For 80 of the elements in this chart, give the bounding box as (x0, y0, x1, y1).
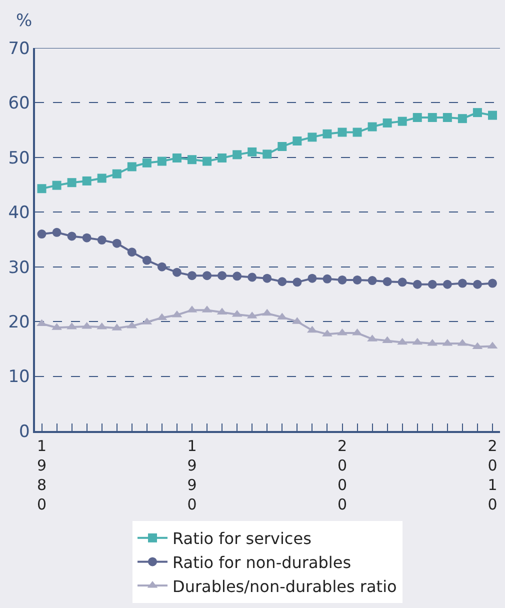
point (248, 147, 257, 156)
point (97, 174, 106, 183)
point (202, 156, 212, 166)
x-tick-label: 2 0 1 0 (488, 436, 498, 514)
point (398, 116, 407, 126)
point (262, 274, 272, 283)
y-tick-label: 70 (8, 38, 30, 59)
point (458, 114, 467, 124)
point (488, 278, 497, 288)
x-tick-label: 1 9 8 0 (36, 436, 47, 514)
point (352, 275, 362, 284)
point (398, 278, 407, 287)
legend-label: Durables/non-durables ratio (172, 576, 397, 596)
point (308, 274, 317, 283)
point (278, 277, 287, 286)
point (472, 280, 482, 289)
point (52, 180, 62, 190)
point (97, 236, 106, 245)
point (442, 112, 452, 122)
point (37, 184, 46, 194)
point (322, 274, 332, 284)
point (428, 112, 437, 122)
point (202, 271, 212, 280)
point (322, 129, 332, 138)
point (412, 280, 422, 289)
legend-label: Ratio for services (172, 529, 312, 548)
point (278, 142, 287, 151)
y-tick-label: 0 (19, 422, 30, 442)
y-tick-label: 60 (8, 94, 30, 114)
point (67, 178, 76, 188)
point (157, 156, 166, 166)
point (37, 230, 46, 239)
point (188, 155, 196, 164)
point (382, 118, 392, 128)
point (368, 276, 377, 286)
point (218, 271, 227, 280)
point (36, 319, 47, 326)
point (188, 271, 196, 280)
point (307, 326, 318, 333)
point (262, 150, 272, 159)
y-tick-label: 40 (8, 203, 30, 224)
y-tick-label: 30 (8, 258, 30, 278)
x-tick-label: 2 0 0 0 (337, 436, 348, 514)
point (127, 248, 136, 257)
point (67, 232, 76, 241)
point (82, 176, 92, 186)
y-axis-title: % (16, 11, 32, 31)
x-tick-label: 1 9 9 0 (187, 436, 197, 514)
point (308, 132, 317, 142)
point (82, 233, 92, 242)
point (292, 136, 302, 146)
point (232, 272, 242, 281)
point (142, 256, 152, 265)
legend-label: Ratio for non-durables (172, 552, 352, 572)
point (232, 150, 242, 160)
point (338, 128, 347, 137)
point (248, 272, 257, 282)
point (157, 262, 166, 272)
point (172, 153, 182, 162)
point (112, 169, 122, 178)
point (352, 128, 362, 137)
point (292, 278, 302, 287)
point (52, 228, 62, 237)
point (458, 278, 467, 288)
point (112, 238, 122, 248)
point (412, 112, 422, 122)
point (127, 162, 136, 172)
y-tick-label: 20 (8, 312, 30, 333)
point (442, 280, 452, 289)
point (368, 122, 377, 132)
point (382, 277, 392, 286)
point (142, 158, 152, 168)
y-tick-label: 50 (8, 148, 30, 168)
y-tick-label: 10 (8, 367, 30, 388)
point (488, 110, 497, 120)
point (338, 275, 347, 284)
point (218, 153, 227, 162)
point (428, 280, 437, 289)
point (472, 108, 482, 118)
point (172, 268, 182, 277)
